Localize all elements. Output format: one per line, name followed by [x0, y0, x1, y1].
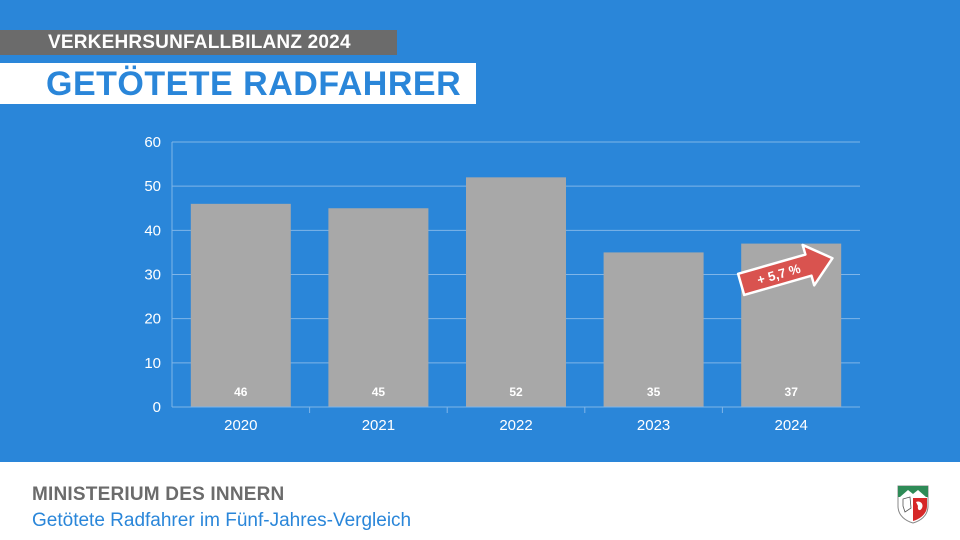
- x-tick-label: 2024: [775, 417, 808, 434]
- footer-subtitle: Getötete Radfahrer im Fünf-Jahres-Vergle…: [32, 510, 412, 531]
- kicker-text: VERKEHRSUNFALLBILANZ 2024: [48, 32, 351, 53]
- bar: [466, 177, 566, 407]
- y-tick-label: 10: [144, 355, 161, 372]
- data-label: 35: [647, 385, 661, 399]
- x-tick-label: 2023: [637, 417, 670, 434]
- bar: [328, 208, 429, 407]
- kicker-banner: VERKEHRSUNFALLBILANZ 2024: [0, 30, 397, 55]
- data-label: 37: [785, 385, 799, 399]
- y-tick-label: 30: [144, 267, 161, 284]
- arrow-shape: [736, 243, 834, 297]
- bar: [190, 203, 291, 407]
- bar: [603, 252, 704, 407]
- nrw-coat-of-arms-icon: [897, 485, 929, 524]
- page-title: GETÖTETE RADFAHRER: [0, 63, 476, 104]
- ministry-name: MINISTERIUM DES INNERN: [32, 484, 285, 505]
- y-tick-label: 50: [144, 178, 161, 195]
- data-label: 46: [234, 385, 248, 399]
- x-axis: 2020 2021 2022 2023 2024: [172, 406, 860, 434]
- page-title-text: GETÖTETE RADFAHRER: [46, 65, 462, 103]
- x-tick-label: 2022: [499, 417, 532, 434]
- y-axis: 0 10 20 30 40 50 60: [144, 134, 161, 416]
- data-label: 52: [509, 385, 523, 399]
- x-tick-label: 2020: [224, 417, 257, 434]
- x-tick-label: 2021: [362, 417, 395, 434]
- bars: 46 45 52 35 37: [190, 177, 842, 407]
- data-label: 45: [372, 385, 386, 399]
- y-tick-label: 60: [144, 134, 161, 151]
- y-tick-label: 0: [153, 399, 161, 416]
- y-tick-label: 20: [144, 311, 161, 328]
- y-tick-label: 40: [144, 222, 161, 239]
